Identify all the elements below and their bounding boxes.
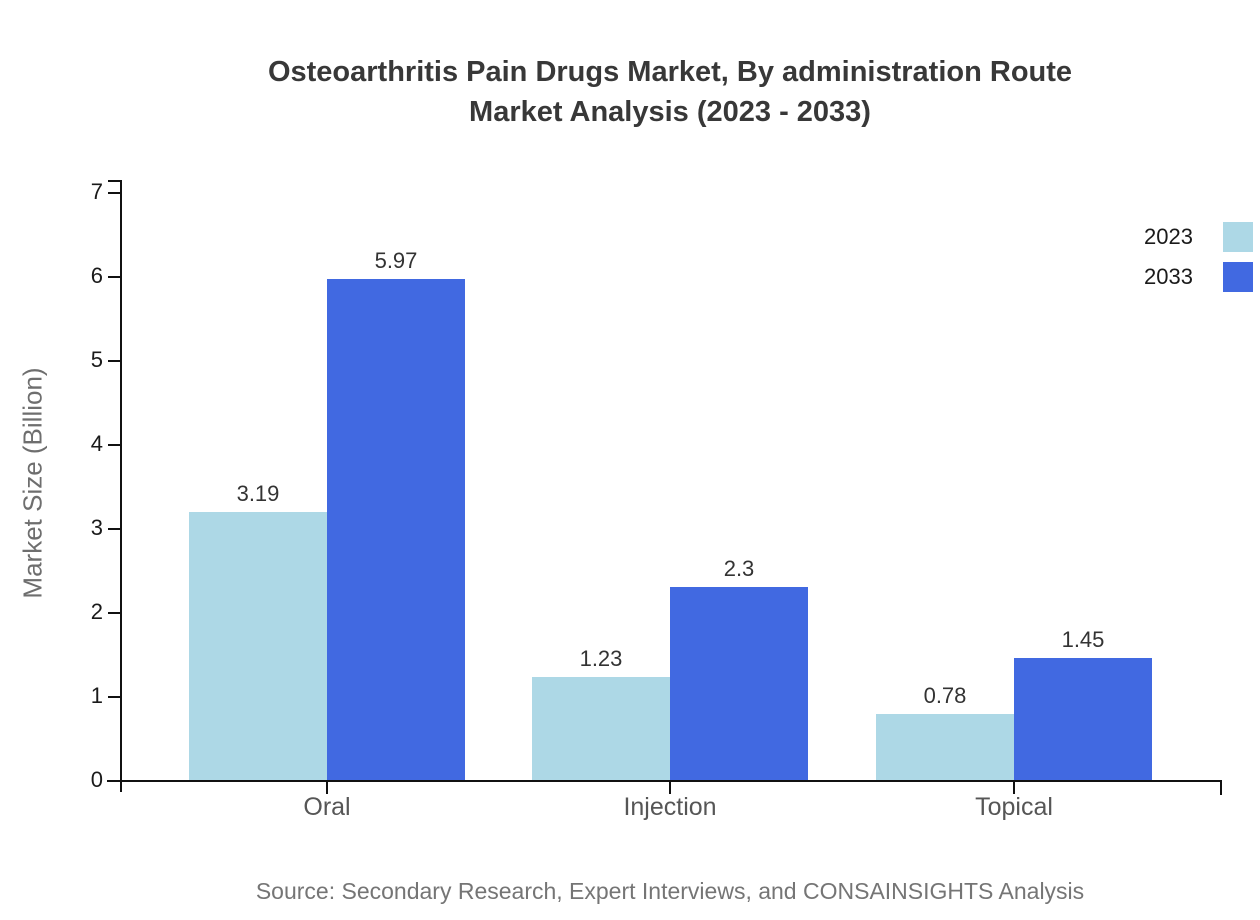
bar-value-label: 1.23 — [579, 646, 623, 671]
legend-swatch-2023 — [1223, 222, 1253, 252]
x-tick — [1013, 782, 1015, 794]
bar-value-label: 1.45 — [1061, 627, 1105, 652]
y-tick — [108, 444, 120, 446]
y-tick-label: 0 — [90, 767, 103, 792]
y-tick — [108, 528, 120, 530]
bar-value-label: 3.19 — [236, 481, 280, 506]
bar-2023-oral — [189, 512, 327, 780]
y-axis-endcap-tick — [108, 180, 121, 182]
bar-value-label: 5.97 — [374, 248, 418, 273]
y-tick-label: 4 — [90, 431, 103, 456]
bar-value-label: 0.78 — [923, 683, 967, 708]
y-tick — [108, 696, 120, 698]
x-axis-line — [107, 780, 1222, 782]
x-category-label: Topical — [975, 793, 1053, 821]
y-axis-label: Market Size (Billion) — [17, 367, 48, 599]
legend-swatch-2033 — [1223, 262, 1253, 292]
y-tick-label: 7 — [90, 179, 103, 204]
chart-title-line1: Osteoarthritis Pain Drugs Market, By adm… — [267, 56, 1073, 88]
bar-2023-topical — [876, 714, 1014, 780]
y-tick — [108, 612, 120, 614]
source-attribution: Source: Secondary Research, Expert Inter… — [255, 878, 1085, 904]
y-axis-line — [120, 180, 122, 792]
y-tick-label: 3 — [90, 515, 103, 540]
legend-label-2023: 2023 — [1144, 224, 1193, 249]
x-category-label: Injection — [623, 793, 717, 821]
chart-title-line2: Market Analysis (2023 - 2033) — [469, 96, 871, 128]
y-tick-label: 1 — [90, 683, 103, 708]
bar-2023-injection — [532, 677, 670, 780]
x-axis-endcap-tick — [1220, 780, 1222, 795]
bar-2033-injection — [670, 587, 808, 780]
y-tick — [108, 780, 120, 782]
y-tick — [108, 192, 120, 194]
legend-label-2033: 2033 — [1144, 264, 1193, 289]
bar-2033-oral — [327, 279, 465, 780]
y-tick-label: 5 — [90, 347, 103, 372]
x-category-label: Oral — [303, 793, 351, 821]
bar-value-label: 2.3 — [723, 556, 755, 581]
y-tick — [108, 276, 120, 278]
chart-title: Osteoarthritis Pain Drugs Market, By adm… — [80, 52, 1260, 132]
x-tick — [669, 782, 671, 794]
bar-2033-topical — [1014, 658, 1152, 780]
y-tick-label: 6 — [90, 263, 103, 288]
y-tick-label: 2 — [90, 599, 103, 624]
y-tick — [108, 360, 120, 362]
x-tick — [326, 782, 328, 794]
